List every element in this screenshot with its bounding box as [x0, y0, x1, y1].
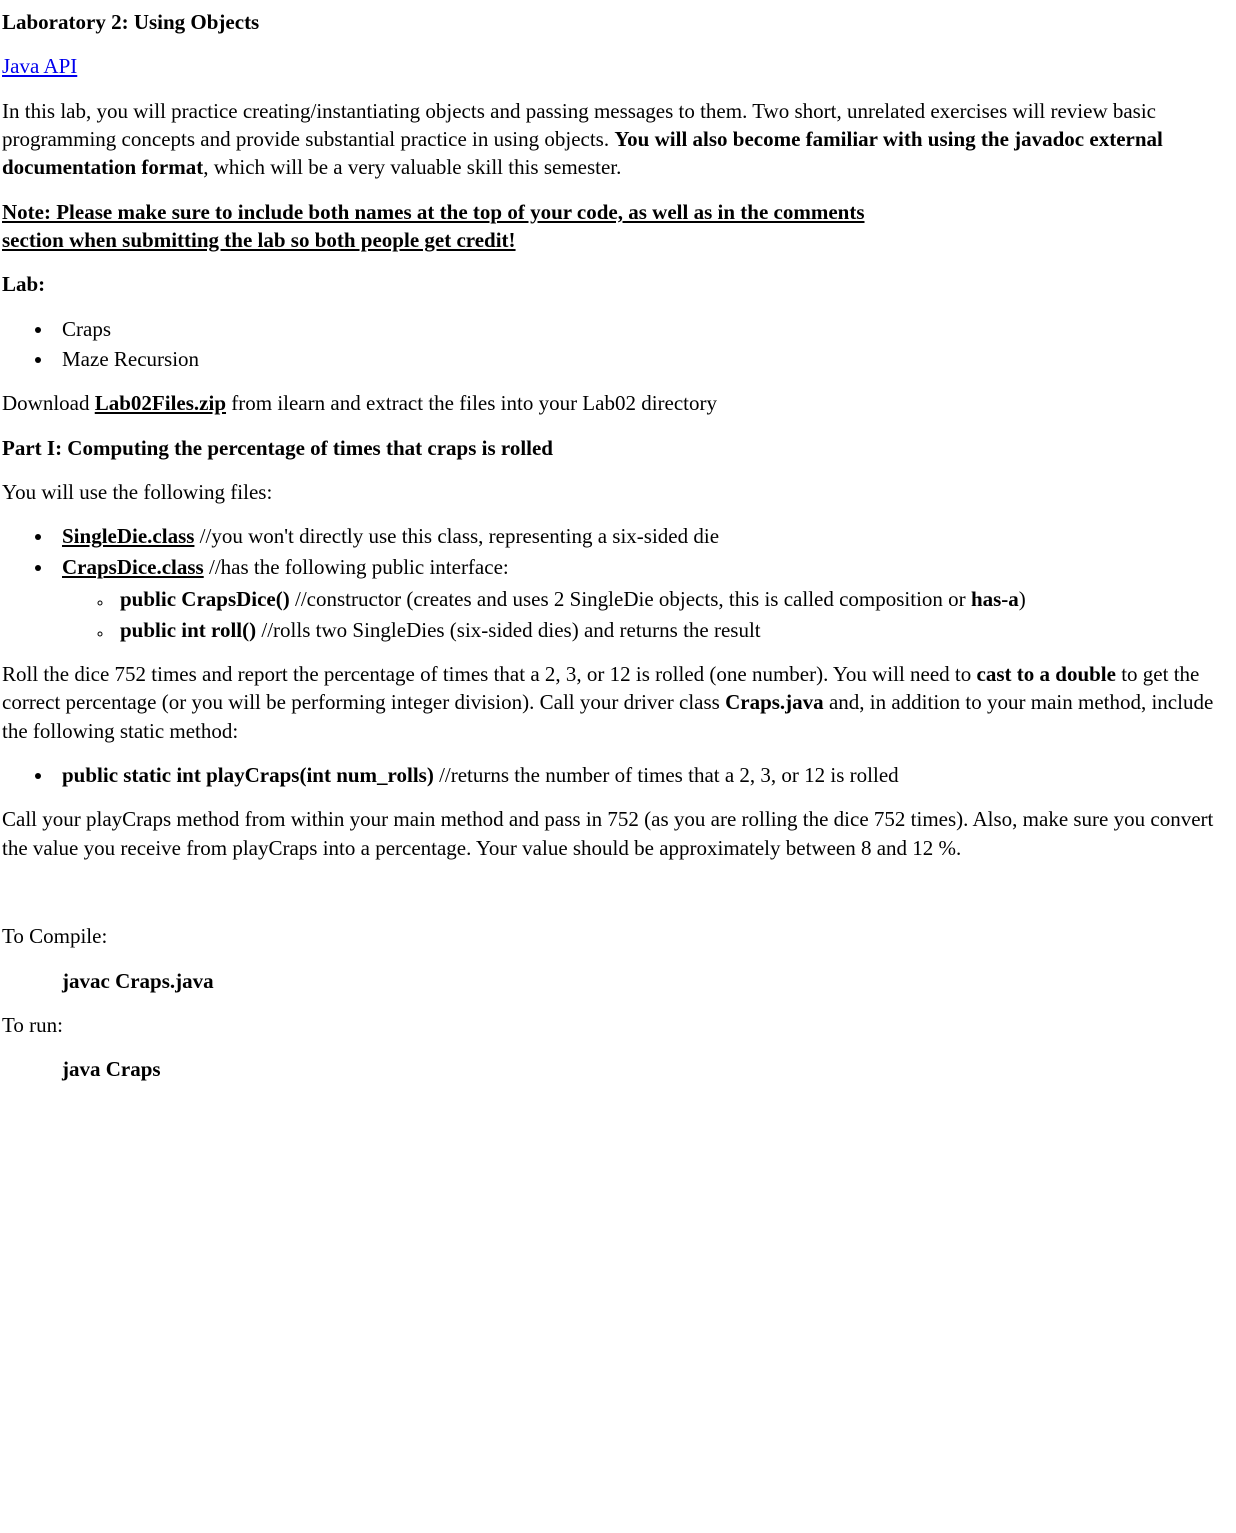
method-sig: public static int playCraps(int num_roll… [62, 763, 434, 787]
roll-cast: cast to a double [977, 662, 1116, 686]
crapsdice-desc: //has the following public interface: [204, 555, 509, 579]
lab-heading: Lab: [2, 270, 1234, 298]
crapsdice-methods: public CrapsDice() //constructor (create… [62, 585, 1234, 644]
list-item: public int roll() //rolls two SingleDies… [112, 616, 1234, 644]
ctor-hasa: has-a [971, 587, 1019, 611]
list-item: public CrapsDice() //constructor (create… [112, 585, 1234, 613]
list-item: Maze Recursion [54, 345, 1234, 373]
list-item: public static int playCraps(int num_roll… [54, 761, 1234, 789]
run-command: java Craps [2, 1055, 1234, 1083]
intro-text-2: , which will be a very valuable skill th… [203, 155, 621, 179]
ctor-sig: public CrapsDice() [120, 587, 290, 611]
download-paragraph: Download Lab02Files.zip from ilearn and … [2, 389, 1234, 417]
note-line-1: Note: Please make sure to include both n… [2, 200, 865, 224]
method-list: public static int playCraps(int num_roll… [2, 761, 1234, 789]
singledie-name: SingleDie.class [62, 524, 194, 548]
list-item: SingleDie.class //you won't directly use… [54, 522, 1234, 550]
roll-pre: Roll the dice 752 times and report the p… [2, 662, 977, 686]
ctor-desc-pre: //constructor (creates and uses 2 Single… [290, 587, 971, 611]
download-filename: Lab02Files.zip [95, 391, 226, 415]
crapsdice-name: CrapsDice.class [62, 555, 204, 579]
call-paragraph: Call your playCraps method from within y… [2, 805, 1234, 862]
files-intro: You will use the following files: [2, 478, 1234, 506]
list-item: Craps [54, 315, 1234, 343]
list-item: CrapsDice.class //has the following publ… [54, 553, 1234, 644]
singledie-desc: //you won't directly use this class, rep… [194, 524, 719, 548]
page-title: Laboratory 2: Using Objects [2, 8, 1234, 36]
java-api-link-wrapper: Java API [2, 52, 1234, 80]
intro-paragraph: In this lab, you will practice creating/… [2, 97, 1234, 182]
roll-paragraph: Roll the dice 752 times and report the p… [2, 660, 1234, 745]
roll-sig: public int roll() [120, 618, 256, 642]
lab-list: Craps Maze Recursion [2, 315, 1234, 374]
download-pre: Download [2, 391, 95, 415]
files-list: SingleDie.class //you won't directly use… [2, 522, 1234, 643]
java-api-link[interactable]: Java API [2, 54, 77, 78]
note-paragraph: Note: Please make sure to include both n… [2, 198, 1234, 255]
roll-desc: //rolls two SingleDies (six-sided dies) … [256, 618, 761, 642]
method-desc: //returns the number of times that a 2, … [434, 763, 899, 787]
run-label: To run: [2, 1011, 1234, 1039]
roll-craps-java: Craps.java [725, 690, 824, 714]
ctor-desc-post: ) [1019, 587, 1026, 611]
download-post: from ilearn and extract the files into y… [226, 391, 717, 415]
part1-heading: Part I: Computing the percentage of time… [2, 434, 1234, 462]
compile-label: To Compile: [2, 922, 1234, 950]
compile-command: javac Craps.java [2, 967, 1234, 995]
note-line-2: section when submitting the lab so both … [2, 228, 516, 252]
